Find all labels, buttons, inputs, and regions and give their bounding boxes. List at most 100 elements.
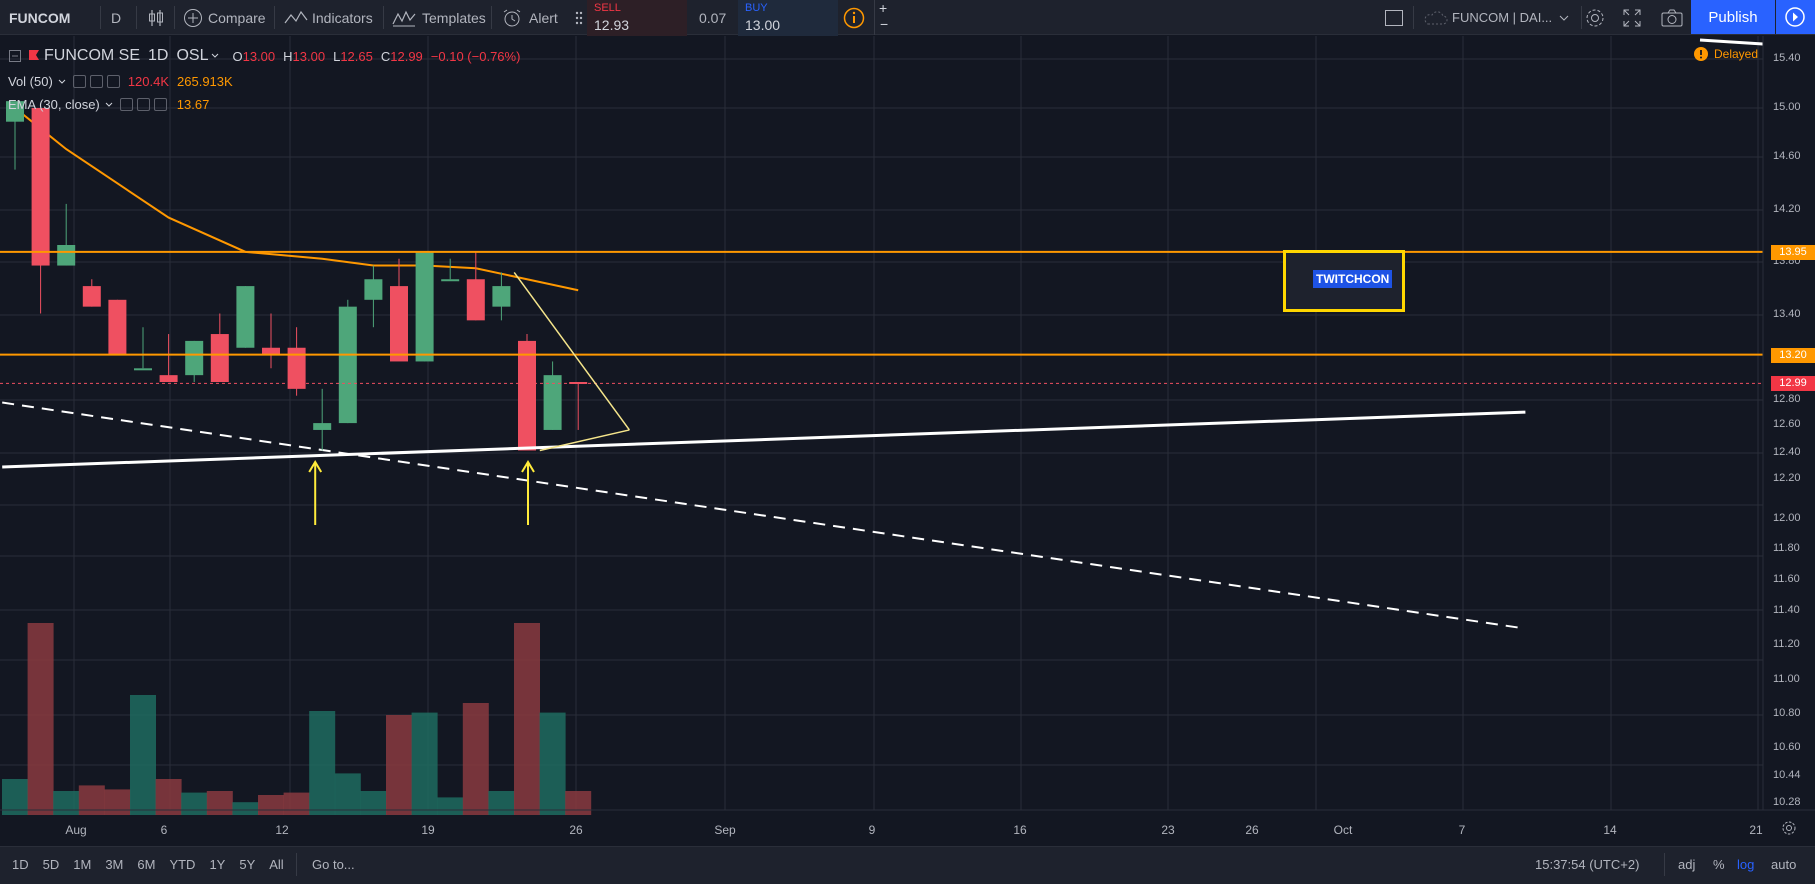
- chevron-down-icon[interactable]: [57, 77, 67, 87]
- eye-icon[interactable]: [72, 75, 86, 88]
- arrow-head: [521, 460, 535, 473]
- buy-button[interactable]: BUY 13.00: [738, 0, 838, 36]
- volume-bar: [386, 715, 412, 815]
- drag-handle[interactable]: [575, 0, 583, 35]
- range-button[interactable]: 1Y: [209, 856, 226, 872]
- settings-icon[interactable]: [136, 98, 150, 111]
- templates-button[interactable]: Templates: [392, 0, 486, 35]
- close-label: C: [380, 48, 391, 64]
- volume-bars: [2, 623, 592, 815]
- ema-legend: EMA (30, close) 13.67: [8, 97, 213, 112]
- legend-symbol[interactable]: FUNCOM SE: [44, 47, 140, 64]
- interval-button[interactable]: D: [111, 0, 121, 35]
- candles-icon: [149, 9, 163, 26]
- spread-value: 0.07: [699, 9, 727, 26]
- ema-polyline: [14, 107, 579, 292]
- range-button[interactable]: 5D: [42, 856, 60, 872]
- replay-button[interactable]: [1776, 0, 1815, 34]
- ema-line: [14, 107, 579, 292]
- clock[interactable]: 15:37:54 (UTC+2): [1535, 847, 1639, 881]
- high-label: H: [283, 48, 293, 64]
- chevron-down-icon[interactable]: [104, 100, 114, 110]
- settings-button[interactable]: [1584, 0, 1606, 35]
- gear-icon[interactable]: [1781, 820, 1797, 836]
- price-tick-label: 15.00: [1773, 101, 1801, 113]
- sell-button[interactable]: SELL 12.93: [587, 0, 687, 36]
- time-tick-label: 23: [1161, 823, 1175, 837]
- time-tick-label: Aug: [65, 823, 87, 837]
- trading-info-button[interactable]: [843, 0, 865, 35]
- price-tick-label: 11.00: [1773, 673, 1800, 685]
- indicators-label: Indicators: [312, 9, 373, 26]
- annotation-label[interactable]: TWITCHCON: [1313, 270, 1393, 288]
- plus-icon[interactable]: +: [879, 0, 888, 16]
- volume-label[interactable]: Vol (50): [8, 74, 53, 89]
- volume-bar: [565, 791, 592, 815]
- range-button[interactable]: 3M: [105, 856, 124, 872]
- candle-body: [338, 306, 357, 424]
- delayed-badge[interactable]: Delayed: [1694, 47, 1762, 61]
- chart-type-button[interactable]: [148, 0, 164, 35]
- adj-toggle[interactable]: adj: [1678, 856, 1696, 872]
- quantity-stepper[interactable]: + −: [874, 0, 892, 35]
- settings-icon[interactable]: [89, 75, 103, 88]
- log-toggle[interactable]: log: [1737, 856, 1755, 872]
- triangle-upper-line: [513, 271, 631, 431]
- compare-label: Compare: [208, 9, 266, 26]
- goto-button[interactable]: Go to...: [312, 847, 355, 881]
- volume-bar: [411, 712, 438, 815]
- ema-label[interactable]: EMA (30, close): [8, 97, 100, 112]
- time-tick-label: 26: [569, 823, 583, 837]
- volume-ma-value: 265.913K: [177, 74, 233, 89]
- close-icon[interactable]: [153, 98, 167, 111]
- layout-select[interactable]: FUNCOM | DAI...: [1422, 0, 1570, 35]
- time-label: 15:37:54 (UTC+2): [1535, 856, 1640, 872]
- publish-button[interactable]: Publish: [1691, 0, 1775, 34]
- indicators-icon: [284, 10, 308, 23]
- range-button[interactable]: 6M: [137, 856, 156, 872]
- price-tick-label: 10.60: [1773, 741, 1801, 753]
- indicators-button[interactable]: Indicators: [284, 0, 373, 35]
- volume-bar: [181, 792, 208, 815]
- time-tick-label: 14: [1603, 823, 1617, 837]
- price-tag: 13.95: [1771, 244, 1815, 260]
- camera-icon: [1661, 9, 1683, 26]
- candle-body: [108, 299, 127, 355]
- range-button[interactable]: YTD: [169, 856, 196, 872]
- compare-button[interactable]: Compare: [183, 0, 266, 35]
- auto-toggle[interactable]: auto: [1771, 856, 1797, 872]
- buy-price: 13.00: [745, 17, 781, 33]
- alert-button[interactable]: Alert: [501, 0, 558, 35]
- close-icon[interactable]: [106, 75, 120, 88]
- candle-body: [210, 334, 229, 382]
- alarm-clock-icon: [503, 9, 521, 26]
- range-button[interactable]: 1D: [12, 856, 29, 872]
- range-button[interactable]: All: [269, 856, 284, 872]
- candle-body: [287, 347, 306, 389]
- volume-bar: [539, 712, 566, 815]
- percent-toggle[interactable]: %: [1713, 856, 1725, 872]
- sell-price: 12.93: [594, 17, 630, 33]
- chevron-down-icon: [1559, 15, 1569, 21]
- range-button[interactable]: 5Y: [239, 856, 256, 872]
- range-button[interactable]: 1M: [73, 856, 92, 872]
- candle-body: [313, 423, 332, 430]
- volume-bar: [283, 792, 310, 815]
- chevron-down-icon[interactable]: [210, 51, 220, 61]
- volume-bar: [334, 773, 361, 815]
- price-chart[interactable]: [0, 36, 1815, 846]
- arrow-head: [308, 460, 323, 473]
- dashed-trend-line: [2, 401, 1526, 630]
- snapshot-button[interactable]: [1660, 0, 1684, 35]
- minus-icon[interactable]: −: [880, 16, 889, 32]
- collapse-icon[interactable]: [8, 49, 22, 63]
- fullscreen-toggle[interactable]: [1384, 0, 1404, 35]
- fullscreen-button[interactable]: [1622, 0, 1642, 35]
- candle-body: [441, 279, 460, 282]
- templates-label: Templates: [422, 9, 486, 26]
- expand-icon: [1623, 9, 1641, 26]
- top-toolbar: FUNCOM D Compare Indicators Templates Al…: [0, 0, 1815, 36]
- symbol-search[interactable]: FUNCOM: [9, 0, 70, 35]
- eye-icon[interactable]: [119, 98, 133, 111]
- volume-bar: [514, 623, 540, 815]
